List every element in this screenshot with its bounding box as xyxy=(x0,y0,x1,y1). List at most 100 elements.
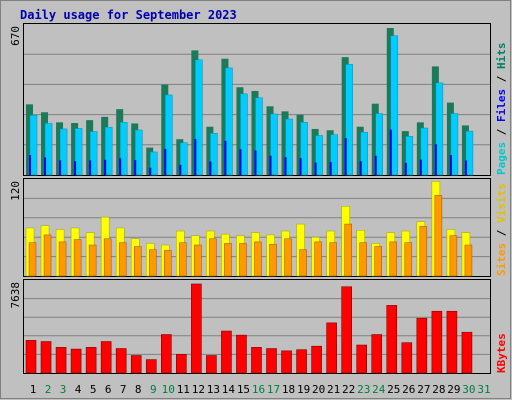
sites-bar xyxy=(389,241,398,277)
x-tick-label: 19 xyxy=(297,383,310,396)
visits-panel: 120 Sites / Visits xyxy=(9,178,508,277)
hits-bar xyxy=(266,106,274,175)
files-bar xyxy=(390,35,399,176)
kbytes-bar xyxy=(236,334,247,374)
sites-bar xyxy=(118,242,127,277)
kbytes-bar xyxy=(145,359,157,374)
files-bar xyxy=(360,131,368,176)
x-tick-label: 30 xyxy=(462,383,475,396)
legend-entry: / xyxy=(495,223,508,243)
kbytes-bar xyxy=(431,310,443,374)
kbytes-bar xyxy=(55,347,67,374)
hits-bar xyxy=(281,111,289,175)
chart-panels: 670 Pages / Files / Hits 120 Sites / Visits… xyxy=(9,23,508,374)
hits-bar xyxy=(461,125,469,175)
files-bar xyxy=(134,129,143,176)
x-tick-label: 3 xyxy=(60,383,67,396)
pages-bar xyxy=(449,155,452,175)
x-tick-label: 31 xyxy=(477,383,490,396)
pages-bar xyxy=(134,160,137,175)
kbytes-bar xyxy=(251,347,262,374)
files-bar xyxy=(59,128,68,176)
files-bar xyxy=(405,136,414,176)
legend-entry: Pages xyxy=(495,142,508,175)
pages-bar xyxy=(284,157,287,175)
x-tick-label: 5 xyxy=(90,383,97,396)
kbytes-panel: 7638 KBytes xyxy=(9,279,508,374)
hits-bar xyxy=(176,139,184,175)
sites-bar xyxy=(329,242,337,277)
kbytes-bar xyxy=(266,348,277,374)
files-bar xyxy=(89,131,98,176)
pages-bar xyxy=(434,144,437,175)
x-tick-label: 23 xyxy=(357,383,370,396)
hits-bar xyxy=(221,58,229,176)
hits-bar xyxy=(341,57,349,175)
sites-bar xyxy=(43,234,52,277)
kbytes-bar xyxy=(100,341,112,374)
kbytes-bar xyxy=(206,355,217,374)
sites-bar xyxy=(239,243,247,277)
kbytes-bar xyxy=(296,349,307,374)
sites-bar xyxy=(419,226,428,277)
pages-bar xyxy=(269,155,272,175)
kbytes-bar xyxy=(160,334,172,374)
sites-bar xyxy=(284,238,292,277)
files-bar xyxy=(150,151,158,176)
hits-bar xyxy=(386,28,394,175)
legend-entry: KBytes xyxy=(495,333,508,373)
pages-bar xyxy=(29,155,31,175)
panel-legend: Pages / Files / Hits xyxy=(495,43,508,176)
files-bar xyxy=(300,122,308,176)
kbytes-bar xyxy=(221,330,232,374)
kbytes-bar xyxy=(371,334,383,374)
x-tick-label: 21 xyxy=(327,383,340,396)
kbytes-bar xyxy=(401,342,413,374)
hits-bar xyxy=(206,126,214,175)
x-tick-label: 20 xyxy=(312,383,325,396)
hits-bar xyxy=(26,104,33,175)
kbytes-bar xyxy=(416,317,428,374)
sites-bar xyxy=(194,244,202,277)
pages-bar xyxy=(464,160,467,175)
files-bar xyxy=(119,122,128,176)
pages-bar xyxy=(164,148,167,175)
legend-entry: / xyxy=(495,122,508,142)
x-tick-label: 29 xyxy=(447,383,460,396)
x-tick-label: 1 xyxy=(30,383,37,396)
legend-entry: Sites xyxy=(495,243,508,276)
sites-bar xyxy=(314,241,322,277)
x-tick-label: 12 xyxy=(192,383,205,396)
sites-bar xyxy=(269,243,277,277)
sites-bar xyxy=(344,223,352,277)
hits-bar xyxy=(416,122,424,175)
sites-bar xyxy=(88,244,97,277)
sites-bar xyxy=(28,242,37,277)
pages-bar xyxy=(254,150,257,175)
hits-bar xyxy=(191,50,199,175)
hits-bar xyxy=(236,87,244,175)
files-bar xyxy=(104,126,113,176)
hits-bar xyxy=(251,90,259,175)
sites-bar xyxy=(73,239,82,277)
hits-bar xyxy=(446,102,454,175)
sites-bar xyxy=(209,238,217,277)
hits-bar xyxy=(86,120,94,175)
sites-bar xyxy=(254,241,262,277)
sites-bar xyxy=(179,242,187,277)
hits-bar xyxy=(56,122,64,175)
sites-bar xyxy=(224,243,232,277)
legend-entry: / xyxy=(495,69,508,89)
hits-bar xyxy=(431,66,439,175)
pages-bar xyxy=(194,138,197,175)
files-bar xyxy=(315,135,323,176)
pages-bar xyxy=(74,161,77,175)
files-bar xyxy=(195,59,203,176)
pages-bar xyxy=(299,158,302,175)
x-tick-label: 18 xyxy=(282,383,295,396)
hits-bar xyxy=(401,131,409,175)
hits-bar xyxy=(146,147,154,175)
files-bar xyxy=(180,142,188,176)
x-tick-label: 22 xyxy=(342,383,355,396)
files-bar xyxy=(210,133,218,176)
